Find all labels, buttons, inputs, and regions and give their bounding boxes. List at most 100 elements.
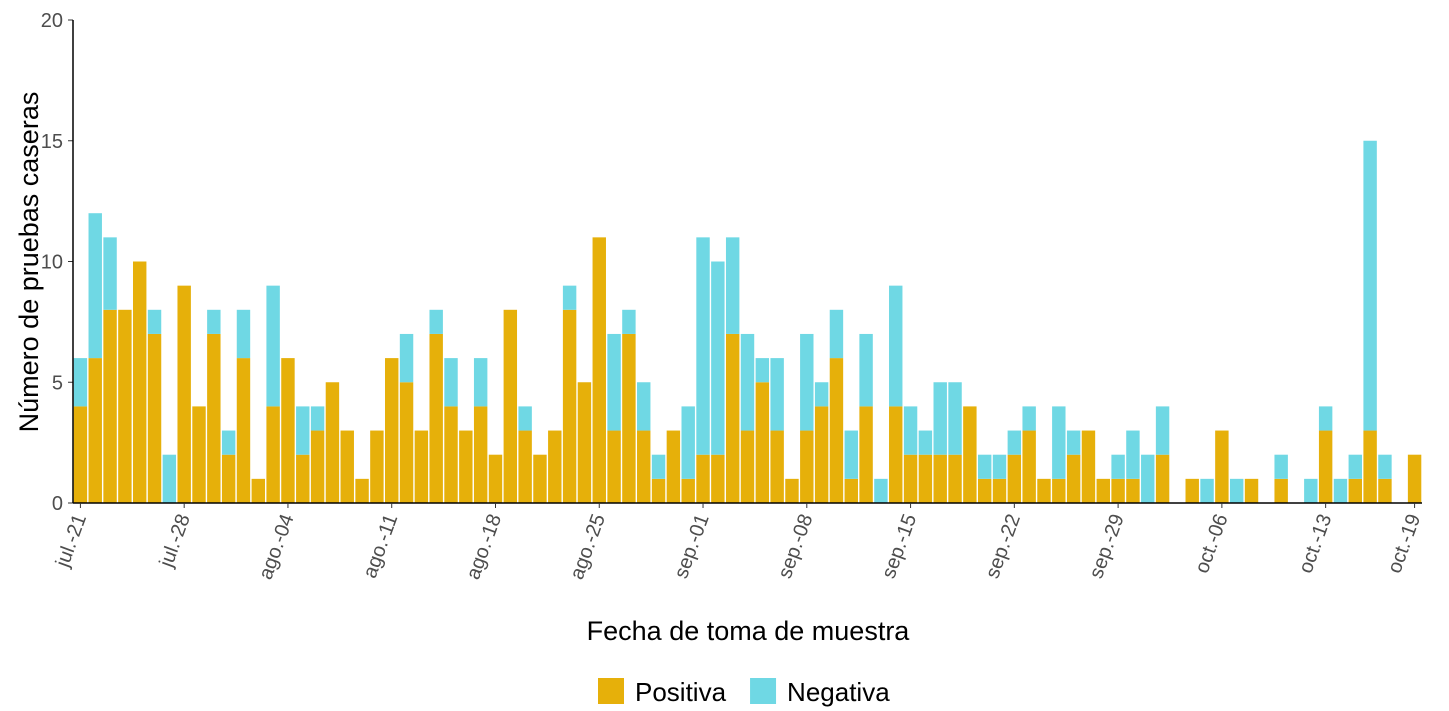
bar-segment bbox=[1318, 430, 1333, 503]
bar-segment bbox=[740, 333, 755, 431]
bar-segment bbox=[473, 406, 488, 503]
bar-segment bbox=[622, 309, 636, 334]
bar-segment bbox=[503, 309, 518, 503]
bar-segment bbox=[414, 430, 429, 503]
bar-segment bbox=[1066, 454, 1081, 503]
bar-segment bbox=[889, 285, 903, 407]
bar-segment bbox=[1363, 430, 1377, 503]
bar-segment bbox=[1363, 140, 1377, 431]
x-tick-label: ago.-04 bbox=[255, 511, 299, 582]
x-tick-label: oct.-06 bbox=[1191, 511, 1233, 576]
bar-segment bbox=[977, 454, 992, 479]
bar-segment bbox=[1155, 454, 1170, 503]
bar-segment bbox=[207, 333, 221, 503]
bar-segment bbox=[1022, 406, 1036, 431]
bar-segment bbox=[533, 454, 547, 503]
bar-segment bbox=[1037, 478, 1051, 503]
bar-segment bbox=[963, 406, 977, 503]
bar-segment bbox=[859, 333, 873, 407]
bar-segment bbox=[918, 430, 933, 455]
bar-segment bbox=[1215, 430, 1229, 503]
legend-swatch bbox=[598, 678, 624, 704]
x-tick-label: sep.-15 bbox=[878, 511, 921, 581]
bar-segment bbox=[1333, 478, 1348, 503]
bar-segment bbox=[622, 333, 636, 503]
x-tick-label: sep.-01 bbox=[670, 511, 713, 581]
bar-segment bbox=[518, 430, 532, 503]
bar-segment bbox=[251, 478, 266, 503]
bar-segment bbox=[1007, 430, 1022, 455]
bar-segment bbox=[755, 358, 770, 383]
y-tick-label: 20 bbox=[41, 10, 63, 32]
bar-segment bbox=[814, 382, 829, 407]
x-tick-label: ago.-11 bbox=[359, 511, 402, 581]
legend-swatch bbox=[750, 678, 777, 704]
bar-segment bbox=[325, 382, 340, 503]
x-tick-label: sep.-22 bbox=[982, 511, 1025, 581]
bar-segment bbox=[829, 309, 844, 359]
bar-segment bbox=[118, 309, 132, 503]
bar-segment bbox=[1066, 430, 1081, 455]
bar-segment bbox=[1348, 454, 1363, 479]
bar-segment bbox=[355, 478, 369, 503]
bar-segment bbox=[147, 333, 162, 503]
bar-segment bbox=[755, 382, 770, 503]
bar-segment bbox=[221, 454, 236, 503]
bar-segment bbox=[459, 430, 473, 503]
bar-segment bbox=[1229, 478, 1244, 503]
bar-segment bbox=[399, 382, 414, 503]
bar-segment bbox=[399, 333, 414, 383]
x-tick-label: ago.-18 bbox=[462, 511, 506, 582]
bar-segment bbox=[429, 333, 443, 503]
x-tick-label: oct.-13 bbox=[1295, 511, 1337, 576]
bar-segment bbox=[1126, 430, 1140, 479]
bar-segment bbox=[310, 406, 325, 431]
bar-segment bbox=[992, 454, 1007, 479]
bar-segment bbox=[696, 237, 710, 455]
bar-segment bbox=[236, 309, 251, 359]
bar-segment bbox=[933, 454, 947, 503]
x-tick-label: jul.-28 bbox=[155, 511, 195, 571]
bar-segment bbox=[429, 309, 443, 334]
bar-segment bbox=[236, 358, 251, 503]
bar-segment bbox=[740, 430, 755, 503]
y-axis-title: Número de pruebas caseras bbox=[14, 92, 44, 433]
bar-segment bbox=[666, 430, 681, 503]
bar-segment bbox=[132, 261, 147, 503]
bar-segment bbox=[221, 430, 236, 455]
bar-segment bbox=[770, 358, 784, 431]
bar-segment bbox=[548, 430, 562, 503]
bar-segment bbox=[1185, 478, 1199, 503]
bar-segment bbox=[207, 309, 221, 334]
bar-segment bbox=[473, 358, 488, 407]
bar-segment bbox=[637, 430, 651, 503]
bar-segment bbox=[281, 358, 295, 503]
bar-segment bbox=[73, 358, 88, 407]
bar-segment bbox=[725, 237, 740, 334]
bar-segment bbox=[1096, 478, 1110, 503]
bar-segment bbox=[711, 261, 725, 455]
bar-segment bbox=[814, 406, 829, 503]
bar-segment bbox=[1007, 454, 1022, 503]
legend-label: Positiva bbox=[635, 677, 727, 707]
bar-segment bbox=[1141, 454, 1155, 503]
x-tick-label: oct.-19 bbox=[1384, 511, 1426, 576]
bar-segment bbox=[1244, 478, 1259, 503]
bar-segment bbox=[1126, 478, 1140, 503]
bar-segment bbox=[592, 237, 606, 503]
x-tick-label: ago.-25 bbox=[566, 511, 610, 582]
bar-segment bbox=[785, 478, 799, 503]
bar-segment bbox=[444, 358, 458, 407]
bar-segment bbox=[518, 406, 532, 431]
bar-segment bbox=[607, 430, 621, 503]
bar-segment bbox=[266, 285, 280, 407]
bar-segment bbox=[711, 454, 725, 503]
bar-segment bbox=[444, 406, 458, 503]
bar-segment bbox=[800, 333, 814, 431]
bar-segment bbox=[770, 430, 784, 503]
bar-segment bbox=[1407, 454, 1422, 503]
bar-segment bbox=[933, 382, 947, 455]
y-tick-label: 0 bbox=[52, 493, 63, 515]
bar-segment bbox=[1022, 430, 1036, 503]
bar-segment bbox=[562, 309, 577, 503]
